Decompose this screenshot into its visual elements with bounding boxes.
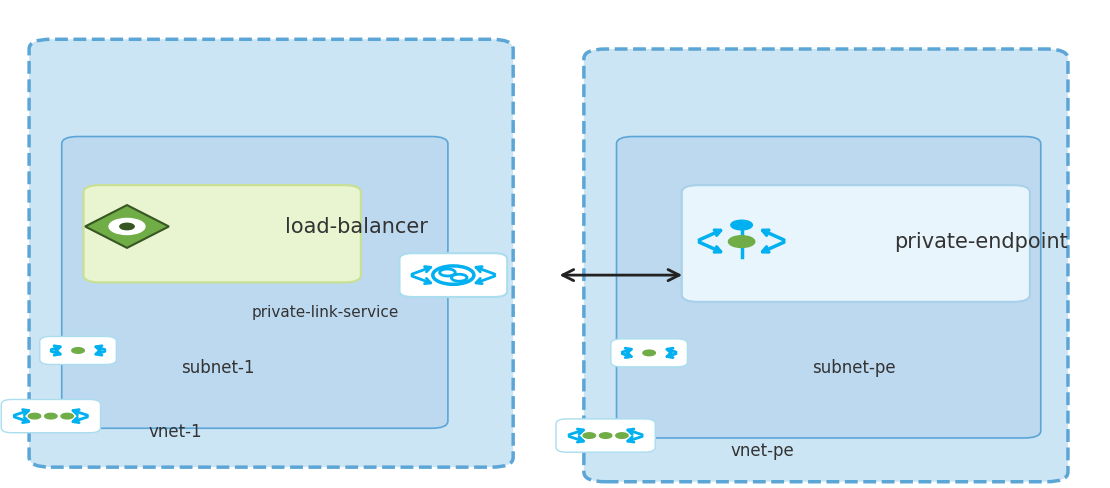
Circle shape <box>730 221 753 230</box>
Circle shape <box>643 350 655 356</box>
Circle shape <box>44 413 57 419</box>
Text: private-link-service: private-link-service <box>252 305 400 320</box>
Text: vnet-pe: vnet-pe <box>730 441 795 459</box>
FancyBboxPatch shape <box>83 186 361 283</box>
FancyBboxPatch shape <box>1 400 101 433</box>
Text: vnet-1: vnet-1 <box>149 422 202 440</box>
FancyBboxPatch shape <box>682 186 1030 302</box>
FancyBboxPatch shape <box>40 337 117 365</box>
Text: load-balancer: load-balancer <box>285 217 427 237</box>
Circle shape <box>599 433 612 438</box>
FancyBboxPatch shape <box>62 137 448 428</box>
Polygon shape <box>85 205 169 248</box>
FancyBboxPatch shape <box>584 50 1068 482</box>
Text: subnet-pe: subnet-pe <box>813 359 896 377</box>
FancyBboxPatch shape <box>610 339 687 367</box>
Circle shape <box>61 413 73 419</box>
Text: private-endpoint: private-endpoint <box>894 232 1068 251</box>
Circle shape <box>109 219 145 235</box>
Circle shape <box>72 348 84 353</box>
FancyBboxPatch shape <box>29 40 513 467</box>
Circle shape <box>29 413 41 419</box>
FancyBboxPatch shape <box>400 254 507 297</box>
Text: subnet-1: subnet-1 <box>181 359 255 377</box>
FancyBboxPatch shape <box>616 137 1041 438</box>
Circle shape <box>728 236 755 248</box>
FancyBboxPatch shape <box>556 419 655 452</box>
Circle shape <box>583 433 596 438</box>
Circle shape <box>616 433 628 438</box>
Circle shape <box>120 224 134 230</box>
